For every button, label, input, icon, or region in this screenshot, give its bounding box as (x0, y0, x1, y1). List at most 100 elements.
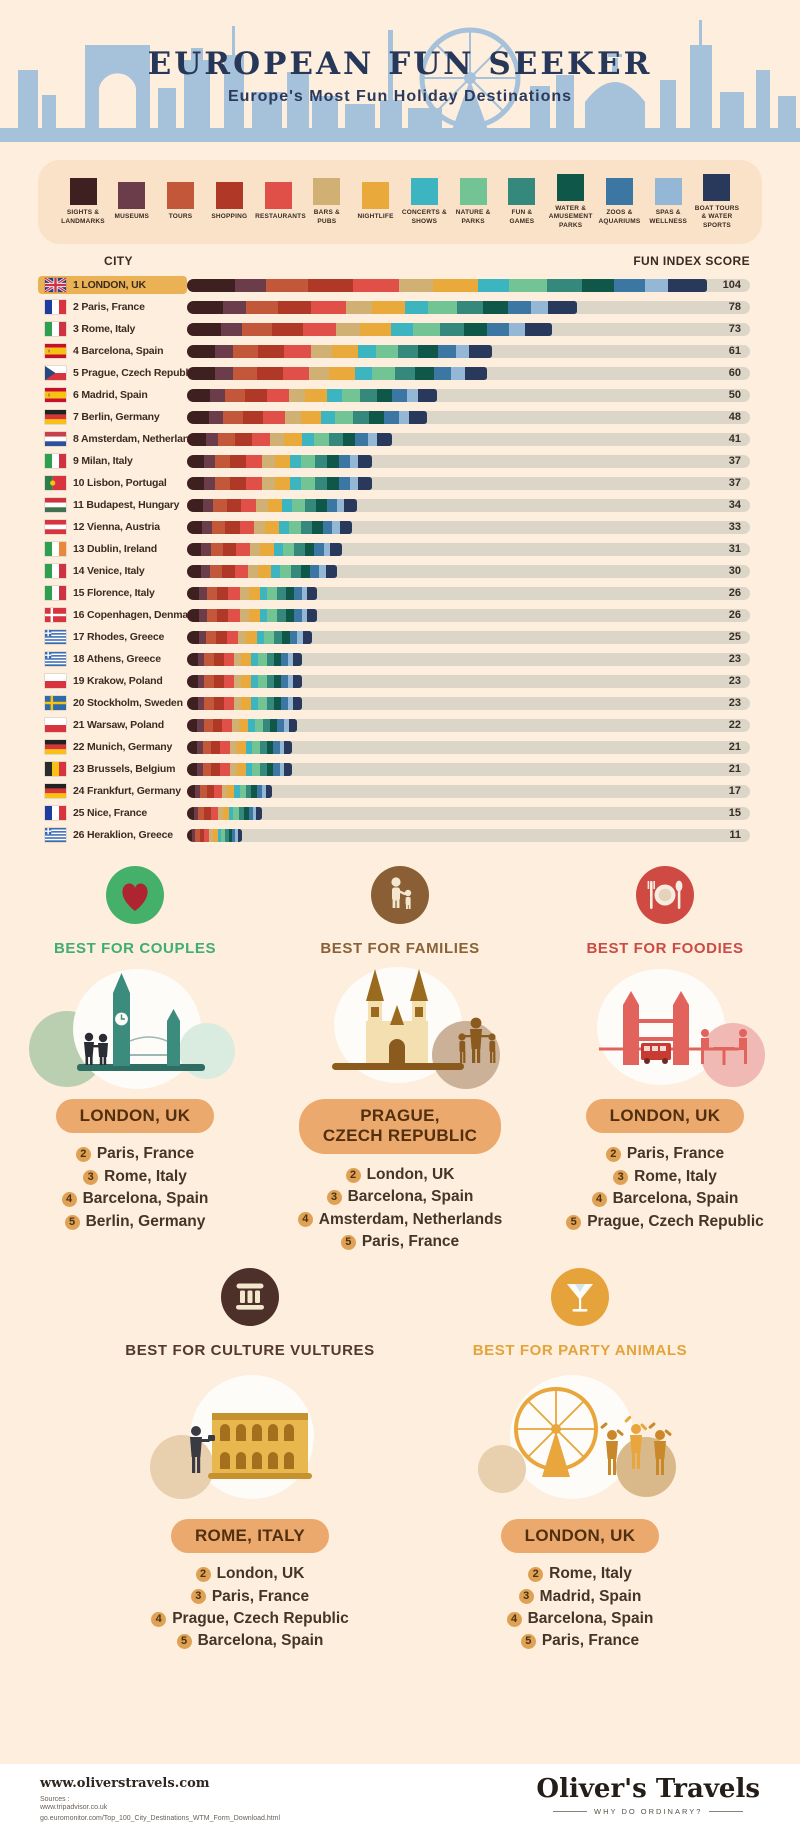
table-row: 3 Rome, Italy73 (38, 318, 750, 340)
legend-label: TOURS (158, 213, 204, 221)
rank-badge: 4 (62, 1192, 77, 1207)
score-column-header: FUN INDEX SCORE (633, 254, 750, 268)
segment-8 (301, 455, 315, 468)
segment-11 (290, 631, 297, 644)
table-row: 14 Venice, Italy30 (38, 560, 750, 582)
segment-8 (376, 345, 399, 358)
legend-swatch (167, 182, 194, 209)
list-item: 3Rome, Italy (62, 1166, 209, 1188)
score-track: 17 (187, 785, 750, 798)
segment-9 (267, 675, 275, 688)
city-label: 25 Nice, France (73, 807, 147, 819)
segment-11 (310, 565, 319, 578)
table-row: 5 Prague, Czech Republic60 (38, 362, 750, 384)
segment-13 (358, 477, 372, 490)
pt-flag-icon (45, 476, 66, 490)
winner-badge: LONDON, UK (586, 1099, 745, 1133)
score-track: 61 (187, 345, 750, 358)
segment-9 (329, 433, 343, 446)
runner-name: Barcelona, Spain (613, 1188, 739, 1210)
segment-4 (224, 675, 234, 688)
list-item: 5Prague, Czech Republic (566, 1211, 764, 1233)
runner-name: Prague, Czech Republic (172, 1608, 349, 1630)
runner-name: London, UK (367, 1164, 455, 1186)
runner-up-list: 2Rome, Italy3Madrid, Spain4Barcelona, Sp… (507, 1563, 654, 1653)
segment-0 (187, 565, 201, 578)
segment-11 (339, 455, 350, 468)
segment-11 (294, 609, 302, 622)
table-row: 26 Heraklion, Greece11 (38, 824, 750, 846)
table-row: 16 Copenhagen, Denmark26 (38, 604, 750, 626)
segment-8 (267, 587, 277, 600)
rank-badge: 5 (65, 1215, 80, 1230)
rank-badge: 3 (83, 1170, 98, 1185)
score-track: 41 (187, 433, 750, 446)
fun-index-chart: CITY FUN INDEX SCORE 1 LONDON, UK1042 Pa… (0, 254, 800, 846)
list-item: 3Madrid, Spain (507, 1586, 654, 1608)
runner-name: Prague, Czech Republic (587, 1211, 764, 1233)
segment-7 (478, 279, 509, 292)
legend-item-0: SIGHTS & LANDMARKS (60, 178, 106, 226)
segment-6 (241, 697, 251, 710)
segment-10 (267, 763, 274, 776)
segment-3 (214, 697, 224, 710)
city-cell: 3 Rome, Italy (38, 320, 187, 338)
best-for-couples-section: BEST FOR COUPLESLONDON, UK2Paris, France… (10, 866, 260, 1254)
city-label: 19 Krakow, Poland (73, 675, 163, 687)
segment-0 (187, 675, 198, 688)
segment-9 (267, 653, 275, 666)
legend-label: SIGHTS & LANDMARKS (60, 209, 106, 226)
segment-4 (263, 411, 284, 424)
stacked-bar (187, 499, 357, 512)
city-label: 26 Heraklion, Greece (73, 829, 173, 841)
score-track: 78 (187, 301, 750, 314)
table-row: 18 Athens, Greece23 (38, 648, 750, 670)
segment-5 (270, 433, 284, 446)
segment-9 (547, 279, 582, 292)
segment-10 (305, 543, 315, 556)
city-label: 5 Prague, Czech Republic (73, 367, 197, 379)
legend-swatch (216, 182, 243, 209)
gr-flag-icon (45, 652, 66, 666)
segment-6 (239, 719, 248, 732)
segment-11 (294, 587, 302, 600)
city-label: 17 Rhodes, Greece (73, 631, 164, 643)
families-icon (371, 866, 429, 924)
legend-item-12: SPAS & WELLNESS (645, 178, 691, 226)
segment-4 (220, 763, 229, 776)
segment-9 (440, 323, 464, 336)
rank-badge: 5 (521, 1634, 536, 1649)
rank-badge: 2 (528, 1567, 543, 1582)
segment-0 (187, 301, 223, 314)
segment-8 (509, 279, 548, 292)
brand-name: Oliver's Travels (536, 1776, 760, 1802)
segment-10 (483, 301, 508, 314)
segment-5 (311, 345, 331, 358)
segment-0 (187, 763, 197, 776)
city-label: 4 Barcelona, Spain (73, 345, 163, 357)
winner-name: LONDON, UK (610, 1106, 721, 1126)
runner-name: Paris, France (542, 1630, 639, 1652)
segment-12 (399, 411, 410, 424)
list-item: 4Barcelona, Spain (566, 1188, 764, 1210)
segment-4 (224, 697, 234, 710)
list-item: 4Amsterdam, Netherlands (298, 1209, 502, 1231)
website-link[interactable]: www.oliverstravels.com (40, 1776, 280, 1791)
fr-flag-icon (45, 300, 66, 314)
segment-1 (198, 675, 205, 688)
segment-3 (216, 631, 227, 644)
score-track: 37 (187, 455, 750, 468)
city-cell: 18 Athens, Greece (38, 650, 187, 668)
runner-up-list: 2Paris, France3Rome, Italy4Barcelona, Sp… (62, 1143, 209, 1233)
segment-12 (337, 499, 345, 512)
hu-flag-icon (45, 498, 66, 512)
segment-6 (329, 367, 355, 380)
segment-5 (230, 741, 237, 754)
segment-1 (215, 367, 233, 380)
foodies-icon (636, 866, 694, 924)
nl-flag-icon (45, 432, 66, 446)
be-flag-icon (45, 762, 66, 776)
segment-7 (358, 345, 376, 358)
segment-0 (187, 367, 215, 380)
segment-2 (207, 609, 218, 622)
